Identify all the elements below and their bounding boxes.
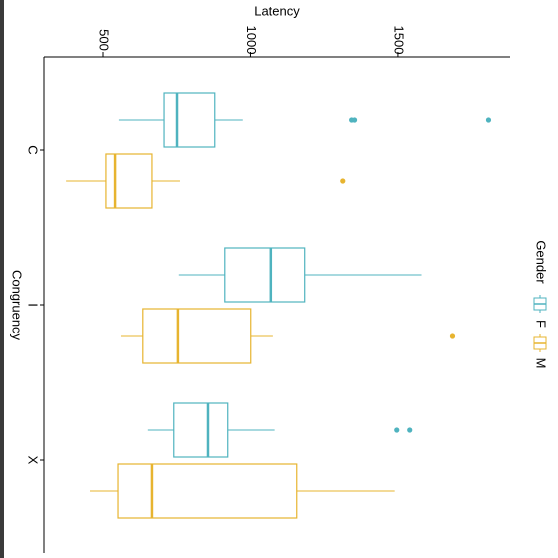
box [173, 402, 229, 458]
y-tick-label: X [26, 456, 41, 465]
x-tick-label: 500 [97, 29, 112, 51]
outlier [340, 178, 346, 184]
x-tick-label: 1000 [244, 26, 259, 55]
outlier [449, 333, 456, 339]
outlier [351, 117, 358, 123]
box [117, 463, 298, 519]
left-edge [0, 0, 4, 558]
box [163, 92, 216, 148]
x-tick-label: 1500 [391, 26, 406, 55]
box [224, 247, 306, 303]
outlier [394, 427, 400, 433]
outlier [407, 427, 413, 433]
box [142, 308, 252, 364]
legend-label: F [534, 320, 549, 328]
y-tick-label: I [26, 303, 41, 307]
y-tick-label: C [26, 145, 41, 154]
y-axis-title: Congruency [10, 270, 25, 341]
outlier [485, 117, 492, 123]
legend-label: M [534, 358, 549, 369]
x-axis-title: Latency [254, 3, 300, 18]
box [105, 153, 153, 209]
legend-title: Gender [534, 240, 549, 284]
